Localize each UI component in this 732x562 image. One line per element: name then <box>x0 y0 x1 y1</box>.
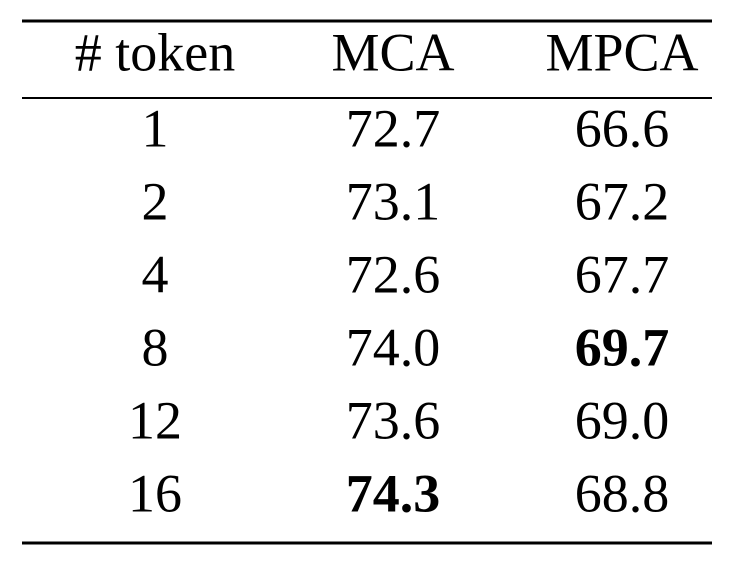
cell: 4 <box>142 244 169 304</box>
cell: 8 <box>142 317 169 377</box>
header-cell: # token <box>75 22 235 82</box>
cell: 74.3 <box>346 463 441 523</box>
header-cell: MPCA <box>545 22 698 82</box>
cell: 68.8 <box>575 463 670 523</box>
cell: 2 <box>142 171 169 231</box>
cell: 66.6 <box>575 98 670 158</box>
header-cell: MCA <box>331 22 454 82</box>
cell: 67.2 <box>575 171 670 231</box>
cell: 16 <box>128 463 182 523</box>
cell: 69.7 <box>575 317 670 377</box>
cell: 73.1 <box>346 171 441 231</box>
cell: 73.6 <box>346 390 441 450</box>
cell: 74.0 <box>346 317 441 377</box>
cell: 72.6 <box>346 244 441 304</box>
table-body: # token MCA MPCA 1 72.7 66.6 2 73.1 67.2 4 72.6 67.… <box>75 22 699 523</box>
cell: 12 <box>128 390 182 450</box>
cell: 1 <box>142 98 169 158</box>
cell: 72.7 <box>346 98 441 158</box>
cell: 67.7 <box>575 244 670 304</box>
cell: 69.0 <box>575 390 670 450</box>
